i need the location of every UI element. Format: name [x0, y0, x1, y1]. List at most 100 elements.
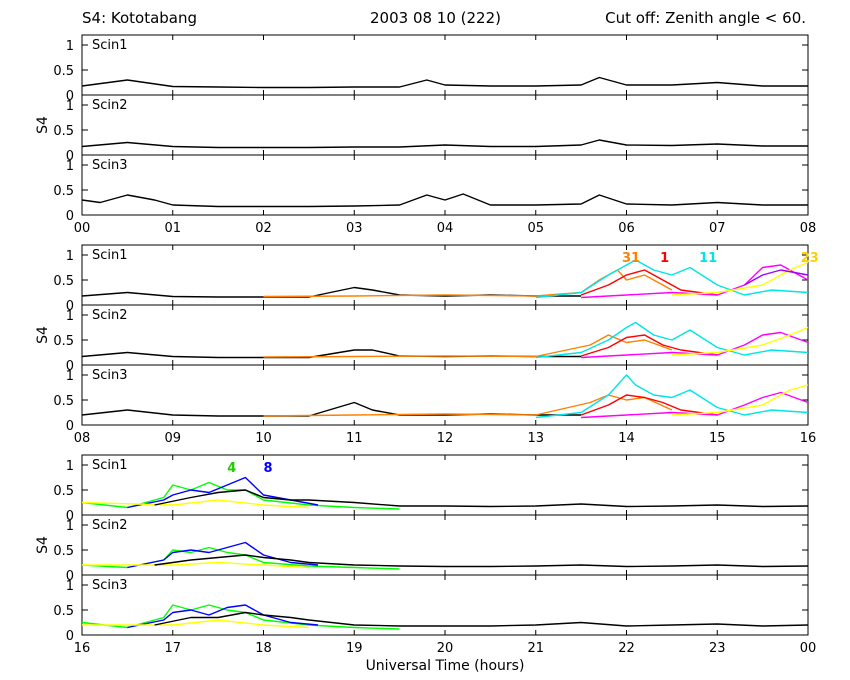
s4-series-black — [154, 554, 809, 568]
y-tick-label: 0 — [66, 89, 74, 104]
x-tick-label: 11 — [346, 431, 363, 446]
s4-series-cyan — [535, 374, 809, 419]
y-tick-label: 0 — [66, 569, 74, 584]
panel-label: Scin3 — [92, 158, 128, 173]
y-tick-label: 0.5 — [53, 124, 74, 139]
x-tick-label: 09 — [164, 431, 181, 446]
x-tick-label: 18 — [255, 641, 272, 656]
x-tick-label: 20 — [437, 641, 454, 656]
x-tick-label: 00 — [74, 221, 91, 236]
s4-series-orange — [263, 334, 673, 358]
satellite-label: 4 — [227, 461, 236, 476]
x-tick-label: 03 — [346, 221, 363, 236]
s4-series-green — [81, 481, 400, 510]
s4-series-cyan — [535, 259, 809, 299]
y-tick-label: 1 — [66, 249, 74, 264]
s4-series-red — [580, 269, 718, 296]
y-tick-label: 0.5 — [53, 544, 74, 559]
y-axis-label: S4 — [35, 326, 51, 344]
y-tick-label: 0.5 — [53, 64, 74, 79]
s4-series-red — [580, 334, 718, 357]
satellite-label: 8 — [264, 461, 273, 476]
y-tick-label: 0 — [66, 209, 74, 224]
y-tick-label: 0.5 — [53, 274, 74, 289]
y-tick-label: 1 — [66, 579, 74, 594]
s4-series-black — [81, 76, 808, 89]
s4-series-blue — [127, 476, 319, 509]
x-tick-label: 22 — [618, 641, 635, 656]
s4-series-orange — [263, 394, 673, 417]
x-tick-label: 14 — [618, 431, 635, 446]
panel-label: Scin2 — [92, 308, 128, 323]
y-axis-label: S4 — [35, 116, 51, 134]
x-tick-label: 01 — [164, 221, 181, 236]
satellite-label: 23 — [801, 251, 819, 266]
s4-series-green — [81, 546, 400, 570]
s4-series-black — [154, 489, 809, 508]
satellite-label: 11 — [699, 251, 717, 266]
x-tick-label: 16 — [800, 431, 817, 446]
s4-series-yellow — [81, 499, 309, 509]
y-tick-label: 0.5 — [53, 604, 74, 619]
s4-series-black — [81, 193, 808, 208]
y-tick-label: 0.5 — [53, 184, 74, 199]
x-tick-label: 00 — [800, 641, 817, 656]
x-tick-label: 10 — [255, 431, 272, 446]
y-tick-label: 1 — [66, 309, 74, 324]
y-tick-label: 0 — [66, 149, 74, 164]
x-tick-label: 08 — [74, 431, 91, 446]
y-tick-label: 1 — [66, 369, 74, 384]
panel-label: Scin1 — [92, 248, 128, 263]
x-tick-label: 05 — [527, 221, 544, 236]
x-tick-label: 12 — [437, 431, 454, 446]
s4-series-yellow — [671, 261, 809, 296]
y-tick-label: 0 — [66, 509, 74, 524]
s4-series-yellow — [82, 619, 309, 629]
station-title: S4: Kototabang — [82, 9, 198, 27]
x-tick-label: 21 — [527, 641, 544, 656]
s4-series-black — [81, 139, 808, 149]
cutoff-title: Cut off: Zenith angle < 60. — [605, 9, 806, 27]
x-tick-label: 04 — [437, 221, 454, 236]
x-tick-label: 17 — [164, 641, 181, 656]
x-tick-label: 23 — [709, 641, 726, 656]
s4-series-cyan — [535, 321, 809, 359]
y-tick-label: 0 — [66, 299, 74, 314]
y-tick-label: 0 — [66, 629, 74, 644]
y-tick-label: 1 — [66, 159, 74, 174]
y-tick-label: 0.5 — [53, 334, 74, 349]
s4-series-purple — [744, 269, 809, 286]
x-axis-label: Universal Time (hours) — [366, 658, 525, 674]
y-tick-label: 0.5 — [53, 394, 74, 409]
x-tick-label: 07 — [709, 221, 726, 236]
y-tick-label: 1 — [66, 519, 74, 534]
panel-frame — [81, 94, 809, 156]
s4-series-blue — [127, 604, 319, 629]
s4-series-red — [580, 394, 718, 416]
x-tick-label: 08 — [800, 221, 817, 236]
x-tick-label: 02 — [255, 221, 272, 236]
panel-label: Scin3 — [92, 578, 128, 593]
satellite-label: 31 — [622, 251, 640, 266]
y-tick-label: 0.5 — [53, 484, 74, 499]
x-tick-label: 19 — [346, 641, 363, 656]
s4-series-yellow — [671, 384, 809, 416]
satellite-label: 1 — [660, 251, 669, 266]
date-title: 2003 08 10 (222) — [370, 9, 501, 27]
x-tick-label: 15 — [709, 431, 726, 446]
y-axis-label: S4 — [35, 536, 51, 554]
s4-series-black — [154, 611, 809, 627]
y-tick-label: 0 — [66, 419, 74, 434]
s4-series-blue — [127, 541, 319, 569]
y-tick-label: 1 — [66, 39, 74, 54]
panel-label: Scin1 — [92, 38, 128, 53]
panel-label: Scin2 — [92, 98, 128, 113]
panel-label: Scin2 — [92, 518, 128, 533]
panel-label: Scin1 — [92, 458, 128, 473]
x-tick-label: 16 — [74, 641, 91, 656]
panel-label: Scin3 — [92, 368, 128, 383]
y-tick-label: 1 — [66, 99, 74, 114]
x-tick-label: 13 — [527, 431, 544, 446]
y-tick-label: 1 — [66, 459, 74, 474]
